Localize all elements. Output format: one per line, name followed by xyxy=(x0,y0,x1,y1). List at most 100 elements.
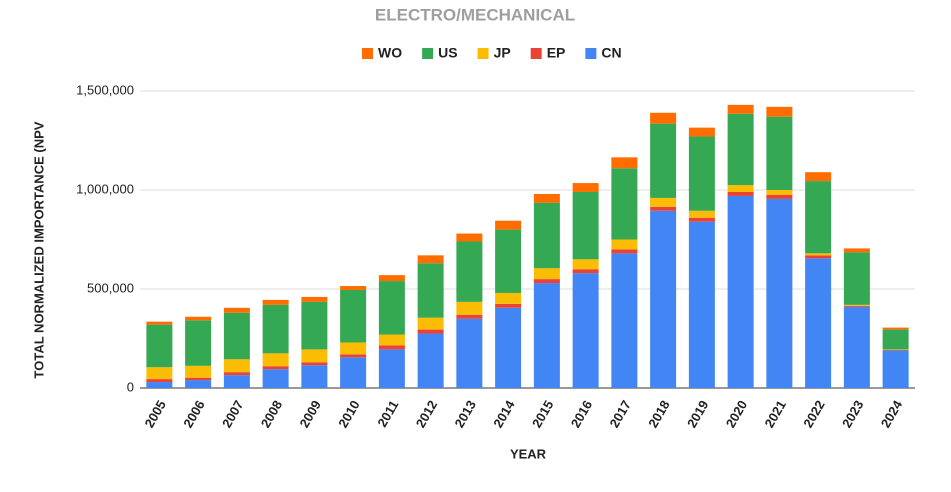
y-tick-label: 0 xyxy=(127,379,134,394)
bar-segment xyxy=(495,221,521,230)
bar-segment xyxy=(650,124,676,198)
x-axis-title: YEAR xyxy=(510,446,547,461)
bar-segment xyxy=(805,255,831,258)
x-tick-label: 2011 xyxy=(374,398,401,430)
bar-segment xyxy=(224,372,250,375)
bar-segment xyxy=(534,268,560,279)
bar-segment xyxy=(301,302,327,350)
bar-segment xyxy=(495,293,521,304)
x-tick-label: 2012 xyxy=(413,398,440,431)
bar-segment xyxy=(456,302,482,315)
bar-segment xyxy=(263,369,289,388)
chart-title: ELECTRO/MECHANICAL xyxy=(375,5,575,24)
bar-segment xyxy=(844,248,870,252)
bar-segment xyxy=(379,345,405,349)
bar-segment xyxy=(805,172,831,181)
bar-segment xyxy=(766,107,792,117)
bar-segment xyxy=(728,114,754,185)
bar-segment xyxy=(146,322,172,325)
bar-segment xyxy=(611,240,637,250)
x-tick-label: 2024 xyxy=(878,397,906,430)
bar-segment xyxy=(418,330,444,334)
bar-segment xyxy=(728,185,754,192)
bar-segment xyxy=(611,253,637,388)
bar-segment xyxy=(573,273,599,388)
x-tick-label: 2005 xyxy=(141,398,168,431)
bar-segment xyxy=(146,379,172,382)
x-tick-label: 2017 xyxy=(606,398,633,431)
bar-segment xyxy=(418,334,444,388)
x-tick-label: 2021 xyxy=(761,398,788,431)
bar-segment xyxy=(185,320,211,366)
legend-swatch xyxy=(422,48,433,59)
x-tick-label: 2018 xyxy=(645,398,672,431)
legend-label: WO xyxy=(378,45,402,61)
bar-segment xyxy=(379,281,405,334)
bar-segment xyxy=(573,269,599,273)
x-tick-label: 2019 xyxy=(684,398,711,431)
bar-segment xyxy=(418,255,444,263)
bar-segment xyxy=(224,375,250,388)
bar-segment xyxy=(456,315,482,319)
bar-segment xyxy=(379,275,405,281)
bar-segment xyxy=(611,157,637,168)
bar-segment xyxy=(883,350,909,388)
x-tick-label: 2015 xyxy=(529,398,556,431)
y-axis-title: TOTAL NORMALIZED IMPORTANCE (NPV xyxy=(31,121,46,378)
x-tick-label: 2010 xyxy=(335,398,362,431)
bar-segment xyxy=(844,307,870,388)
bar-segment xyxy=(689,128,715,137)
bar-segment xyxy=(766,195,792,199)
bar-segment xyxy=(495,230,521,293)
bar-segment xyxy=(340,357,366,388)
x-tick-label: 2022 xyxy=(800,398,827,431)
bar-segment xyxy=(456,319,482,388)
x-tick-label: 2007 xyxy=(219,398,246,431)
bar-segment xyxy=(650,211,676,388)
bar-segment xyxy=(689,222,715,388)
bar-segment xyxy=(418,263,444,317)
bar-segment xyxy=(379,349,405,388)
bar-segment xyxy=(456,241,482,301)
bar-segment xyxy=(766,199,792,388)
bar-segment xyxy=(495,304,521,308)
bar-segment xyxy=(883,349,909,350)
bar-segment xyxy=(883,330,909,350)
legend-swatch xyxy=(585,48,596,59)
bar-segment xyxy=(534,279,560,283)
bar-segment xyxy=(650,207,676,211)
bar-segment xyxy=(224,313,250,360)
bar-segment xyxy=(611,168,637,239)
bar-segment xyxy=(340,286,366,290)
bar-segment xyxy=(185,366,211,378)
bar-segment xyxy=(263,300,289,305)
bar-segment xyxy=(224,359,250,372)
bar-segment xyxy=(301,362,327,365)
bar-segment xyxy=(146,367,172,379)
bar-segment xyxy=(340,342,366,354)
bar-segment xyxy=(534,283,560,388)
bar-segment xyxy=(146,382,172,388)
bar-segment xyxy=(301,365,327,388)
bar-segment xyxy=(456,234,482,242)
x-tick-label: 2013 xyxy=(451,398,478,431)
bar-segment xyxy=(418,318,444,330)
x-tick-label: 2008 xyxy=(258,398,285,431)
legend-swatch xyxy=(362,48,373,59)
bar-segment xyxy=(689,211,715,218)
legend-swatch xyxy=(531,48,542,59)
bar-segment xyxy=(844,252,870,304)
x-tick-label: 2020 xyxy=(723,398,750,431)
bar-segment xyxy=(844,306,870,307)
x-tick-label: 2014 xyxy=(490,397,518,430)
bar-segment xyxy=(766,190,792,195)
bar-segment xyxy=(185,317,211,321)
legend-swatch xyxy=(478,48,489,59)
bar-segment xyxy=(573,192,599,259)
bar-segment xyxy=(573,259,599,269)
bar-segment xyxy=(185,380,211,388)
bar-segment xyxy=(263,366,289,369)
bar-segment xyxy=(611,249,637,253)
bar-segment xyxy=(224,308,250,313)
